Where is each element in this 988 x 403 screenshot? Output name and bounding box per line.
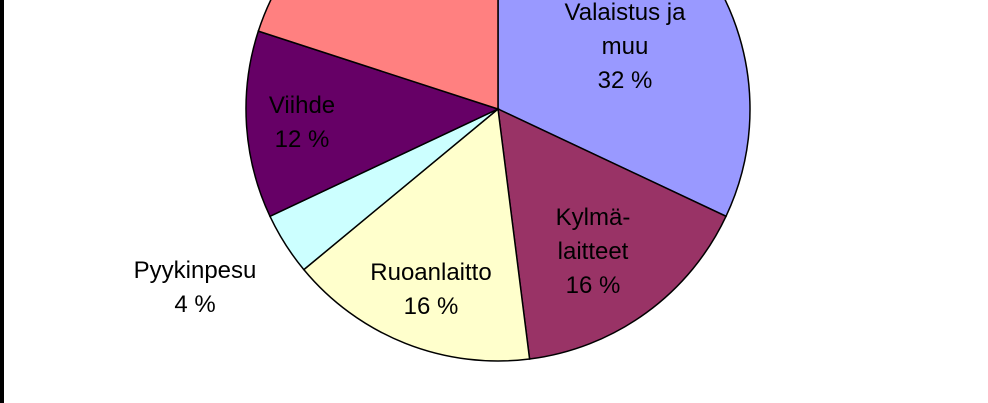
pie-slice-ruoanlaitto	[302, 107, 531, 362]
data-label-viihde: Viihde 12 %	[269, 92, 335, 153]
data-label-kylm-laitteet: Kylmä-laitteet 16 %	[556, 204, 631, 299]
pie-slice-unlabeled	[257, 0, 499, 111]
pie-chart: Valaistus ja muu 32 % Kylmä-laitteet 16 % Ruo…	[134, 0, 751, 362]
pie-slice-viihde	[245, 30, 501, 218]
pie-slice-kylm-laitteet	[497, 107, 728, 360]
pie-slice-valaistus-ja-muu	[497, 0, 751, 218]
data-label-ruoanlaitto: Ruoanlaitto 16 %	[370, 259, 491, 320]
chart-plot-area: Valaistus ja muu 32 % Kylmä-laitteet 16 % Ruo…	[4, 0, 988, 403]
data-label-pyykinpesu: Pyykinpesu 4 %	[134, 257, 257, 318]
data-label-valaistus-ja-muu: Valaistus ja muu 32 %	[565, 0, 687, 94]
